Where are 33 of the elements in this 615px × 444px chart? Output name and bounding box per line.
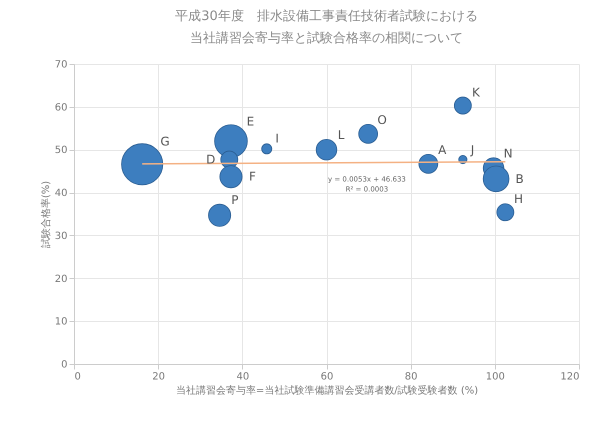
y-tick-label: 0 bbox=[61, 360, 68, 370]
x-tick-label: 100 bbox=[486, 372, 505, 382]
text: 当社講習会寄与率と試験合格率の相関について bbox=[190, 31, 463, 46]
y-tick-label: 60 bbox=[54, 102, 68, 114]
x-tick-label: 20 bbox=[152, 372, 166, 382]
annotation: K bbox=[472, 85, 482, 100]
x-tick-label: 0 bbox=[74, 372, 81, 382]
annotation: N bbox=[504, 146, 513, 161]
y-tick-label: 30 bbox=[54, 230, 68, 242]
annotation: D bbox=[206, 152, 216, 167]
annotation: O bbox=[377, 112, 387, 127]
x-tick-label: 40 bbox=[236, 372, 250, 382]
y-tick-label: 10 bbox=[54, 316, 68, 328]
x-tick-label: 120 bbox=[560, 372, 580, 382]
x-axis-title: 当社講習会寄与率=当社試験準備講習会受講者数/試験受験者数 (%) bbox=[176, 384, 478, 396]
annotation: B bbox=[516, 172, 524, 186]
y-axis-title: 試験合格率(%) bbox=[40, 180, 52, 248]
annotation: A bbox=[438, 142, 448, 157]
x-tick-label: 60 bbox=[320, 372, 334, 382]
annotation: G bbox=[160, 134, 170, 148]
annotation: F bbox=[249, 170, 256, 184]
annotation: P bbox=[231, 193, 238, 208]
x-tick-label: 80 bbox=[404, 372, 418, 382]
text: 平成30年度 排水設備工事責任技術者試験における bbox=[175, 9, 478, 24]
annotation: I bbox=[275, 131, 279, 146]
y-tick-label: 40 bbox=[54, 188, 68, 200]
annotation: J bbox=[470, 142, 474, 157]
annotation: L bbox=[338, 128, 345, 142]
y-tick-label: 20 bbox=[54, 274, 68, 285]
annotation: E bbox=[246, 114, 254, 129]
y-tick-label: 70 bbox=[54, 60, 68, 70]
y-tick-label: 50 bbox=[54, 145, 68, 156]
annotation: H bbox=[514, 192, 524, 206]
